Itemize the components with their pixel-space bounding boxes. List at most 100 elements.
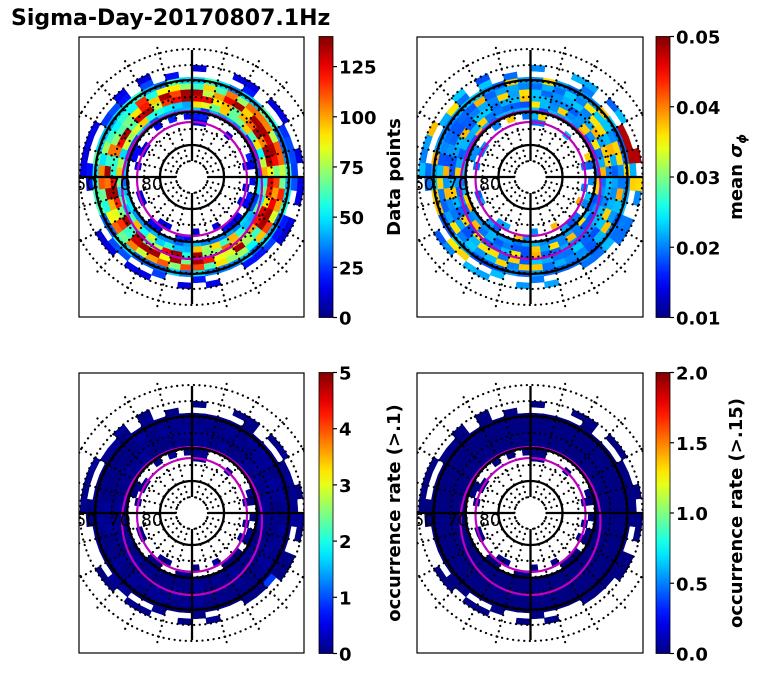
panel-bottom-right: 60 70 80 0.0 0.5 1.0 1.5 2.0 occurrence rate (>.… [416,364,747,666]
colorbar-tick-label: 0.03 [676,168,720,189]
data-bin [530,263,544,272]
data-bin [179,82,193,91]
data-bin [519,94,531,102]
data-bin [296,176,304,192]
data-bin [419,483,429,500]
data-bin [273,165,281,178]
data-bin [530,82,544,91]
colorbar-tick-label: 0.04 [676,98,720,119]
data-bin [530,400,546,409]
data-bin [179,418,193,427]
data-bin [611,176,619,189]
lat-label: 80 [141,175,163,195]
colorbar-tick-label: 2.0 [676,364,708,385]
data-bin [135,604,152,617]
colorbar-tick-label: 0 [339,309,352,330]
data-bin [520,246,531,254]
colorbar-tick-label: 125 [339,58,377,79]
data-bin [474,409,491,422]
colorbar: 0 25 50 75 100 125 Data points [318,36,405,330]
data-bin [135,73,152,86]
data-bin [611,165,619,178]
data-bin [518,88,531,96]
data-bin [629,176,637,192]
data-bin [587,176,595,186]
data-bin [617,164,625,178]
data-bin [290,162,299,178]
data-bin [135,409,152,422]
data-bin [191,246,203,254]
data-bin [180,424,193,432]
colorbar-tick-label: 0.05 [676,28,720,49]
data-bin [181,246,193,254]
data-bin [191,611,207,620]
data-bin [629,498,637,514]
data-bin [605,176,613,188]
data-bin [461,260,478,275]
colorbar-tick-label: 75 [339,158,364,179]
colorbar-label: mean σϕ [726,134,749,220]
data-bin [191,88,204,96]
colorbar-tick-label: 2 [339,532,352,553]
data-bin [191,436,203,444]
data-bin [88,120,101,137]
colorbar-tick-label: 4 [339,420,352,441]
plot-area: 60 70 80 [417,381,643,645]
data-bin [519,430,531,438]
data-bin [517,599,531,608]
data-bin [629,512,637,528]
data-bin [205,279,222,289]
data-bin [181,436,193,444]
data-bin [164,407,180,417]
data-bin [635,512,643,528]
data-bin [191,418,205,427]
lat-label: 70 [447,175,469,195]
data-bin [191,400,207,409]
data-bin [181,430,193,438]
colorbar-tick-label: 25 [339,258,364,279]
colorbar-tick-label: 50 [339,208,364,229]
data-bin [530,100,541,108]
data-bin [502,71,518,81]
data-bin [587,512,595,522]
colorbar-gradient [318,372,334,654]
data-bin [474,268,491,281]
plot-area: 60 70 80 [417,45,643,309]
data-bin [517,82,531,91]
colorbar-tick-label: 1.0 [676,504,708,525]
figure-title: Sigma-Day-20170807.1Hz [11,6,331,31]
data-bin [419,147,429,164]
colorbar-gradient [318,36,334,318]
colorbar-tick-label: 0.0 [676,645,708,666]
lat-label: 60 [75,511,97,531]
data-bin [191,582,203,590]
data-bin [436,500,444,514]
lat-label: 80 [479,511,501,531]
data-bin [278,176,287,190]
data-bin [191,64,207,73]
axes-frame [78,372,305,654]
data-bin [515,617,531,626]
axes-frame [78,36,305,318]
data-bin [436,164,444,178]
data-bin [191,599,205,608]
plot-area: 60 70 80 [79,45,304,309]
data-bin [290,498,299,514]
data-bin [517,418,531,427]
data-bin [290,512,299,528]
axes-frame [416,372,644,654]
data-bin [530,88,543,96]
colorbar-tick-label: 1.5 [676,434,708,455]
data-bin [97,164,106,178]
colorbar-tick-label: 0.5 [676,574,708,595]
data-bin [191,263,205,272]
data-bin [278,164,287,178]
data-bin [605,512,613,524]
data-bin [502,407,518,417]
data-bin [517,263,531,272]
data-bin [530,418,544,427]
data-bin [611,512,619,525]
colorbar-tick-label: 3 [339,476,352,497]
data-bin [123,260,140,275]
data-bin [635,176,643,192]
